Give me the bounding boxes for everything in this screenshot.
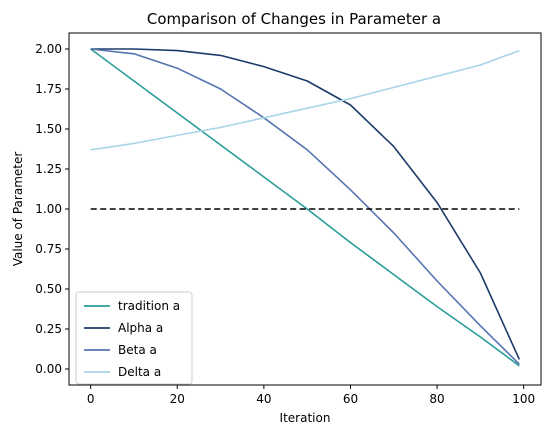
x-tick-label: 0 xyxy=(87,392,95,406)
y-axis: 0.00 0.25 0.50 0.75 1.00 1.25 1.50 1.75 2.00 xyxy=(35,42,69,376)
y-tick-label: 0.50 xyxy=(35,282,62,296)
legend-label-delta-a: Delta a xyxy=(118,365,161,379)
x-tick-label: 20 xyxy=(170,392,185,406)
y-tick-label: 1.50 xyxy=(35,122,62,136)
legend-label-alpha-a: Alpha a xyxy=(118,321,163,335)
y-tick-label: 1.25 xyxy=(35,162,62,176)
legend-box xyxy=(75,291,193,385)
x-tick-label: 40 xyxy=(256,392,271,406)
series-line-beta-a xyxy=(90,48,520,365)
x-axis: 0 20 40 60 80 100 xyxy=(87,385,535,406)
series-line-delta-a xyxy=(90,49,520,151)
y-axis-label: Value of Parameter xyxy=(11,152,25,267)
y-tick-label: 2.00 xyxy=(35,42,62,56)
series-line-alpha-a xyxy=(90,48,521,360)
x-axis-label: Iteration xyxy=(280,411,331,425)
y-tick-label: 0.75 xyxy=(35,242,62,256)
chart-title: Comparison of Changes in Parameter a xyxy=(147,10,441,28)
legend: tradition a Alpha a Beta a Delta a xyxy=(75,291,193,385)
y-tick-label: 1.75 xyxy=(35,82,62,96)
plot-area xyxy=(90,48,521,367)
y-tick-label: 0.00 xyxy=(35,362,62,376)
y-tick-label: 1.00 xyxy=(35,202,62,216)
x-tick-label: 60 xyxy=(343,392,358,406)
x-tick-label: 100 xyxy=(512,392,535,406)
y-tick-label: 0.25 xyxy=(35,322,62,336)
legend-label-tradition-a: tradition a xyxy=(118,299,180,313)
series-line-tradition-a xyxy=(90,48,520,367)
x-tick-label: 80 xyxy=(429,392,444,406)
legend-label-beta-a: Beta a xyxy=(118,343,157,357)
